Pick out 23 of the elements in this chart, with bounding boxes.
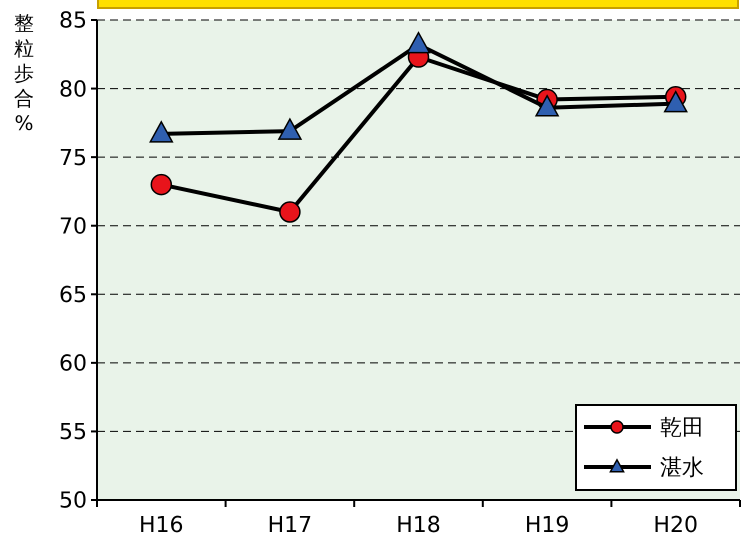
y-tick-label: 70	[59, 214, 87, 240]
y-tick-label: 55	[59, 420, 87, 446]
y-tick-label: 65	[59, 282, 87, 308]
legend-label: 湛水	[660, 456, 704, 481]
x-tick-label: H20	[653, 513, 698, 538]
point	[664, 90, 688, 112]
legend-label: 乾田	[660, 416, 704, 441]
x-tick-label: H19	[524, 513, 570, 538]
point	[150, 174, 172, 196]
y-tick-label: 75	[59, 146, 87, 171]
y-axis-title: 整粒歩合%	[14, 11, 34, 135]
x-tick-label: H18	[396, 513, 441, 538]
y-tick-label: 85	[59, 8, 87, 34]
x-tick-label: H17	[268, 513, 312, 538]
point	[278, 118, 302, 140]
x-tick-label: H16	[139, 513, 184, 538]
point	[150, 121, 174, 143]
point	[406, 32, 430, 54]
point	[535, 95, 559, 117]
y-tick-label: 80	[59, 77, 87, 102]
y-tick-label: 50	[59, 488, 87, 514]
point	[279, 201, 301, 223]
y-tick-label: 60	[59, 352, 87, 377]
